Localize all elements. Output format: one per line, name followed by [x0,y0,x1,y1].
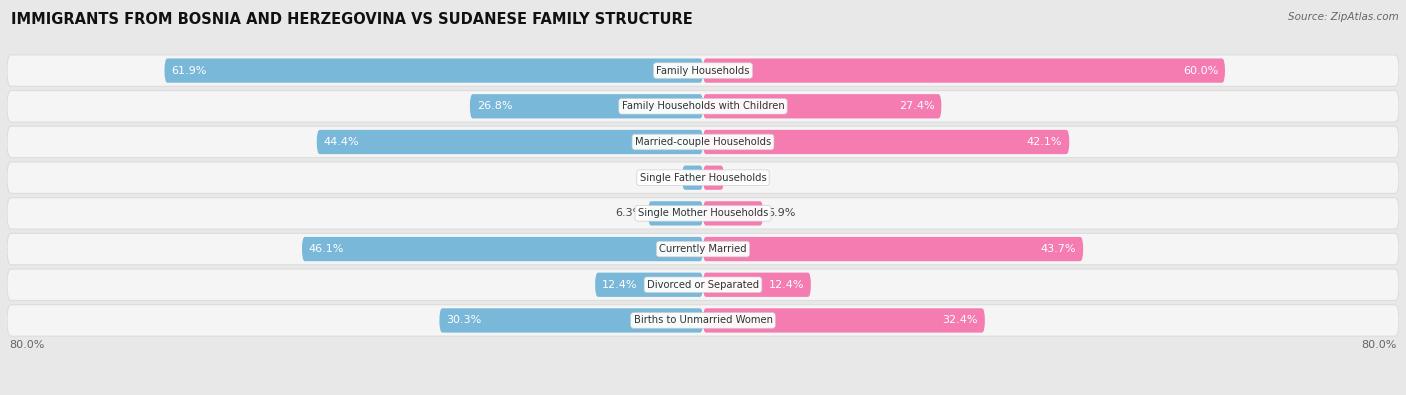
FancyBboxPatch shape [302,237,703,261]
Text: 32.4%: 32.4% [942,316,979,325]
FancyBboxPatch shape [703,94,942,118]
Text: 6.3%: 6.3% [616,209,644,218]
FancyBboxPatch shape [470,94,703,118]
FancyBboxPatch shape [682,166,703,190]
Text: 6.9%: 6.9% [768,209,796,218]
FancyBboxPatch shape [595,273,703,297]
Text: IMMIGRANTS FROM BOSNIA AND HERZEGOVINA VS SUDANESE FAMILY STRUCTURE: IMMIGRANTS FROM BOSNIA AND HERZEGOVINA V… [11,12,693,27]
Text: Married-couple Households: Married-couple Households [636,137,770,147]
FancyBboxPatch shape [440,308,703,333]
Text: Family Households: Family Households [657,66,749,75]
Text: Single Father Households: Single Father Households [640,173,766,182]
FancyBboxPatch shape [7,269,1399,301]
Text: 61.9%: 61.9% [172,66,207,75]
FancyBboxPatch shape [703,237,1083,261]
Text: 80.0%: 80.0% [1361,340,1396,350]
FancyBboxPatch shape [7,233,1399,265]
Text: 43.7%: 43.7% [1040,244,1076,254]
Text: 60.0%: 60.0% [1182,66,1218,75]
Text: Divorced or Separated: Divorced or Separated [647,280,759,290]
FancyBboxPatch shape [7,126,1399,158]
Text: Births to Unmarried Women: Births to Unmarried Women [634,316,772,325]
FancyBboxPatch shape [648,201,703,226]
FancyBboxPatch shape [703,308,984,333]
Text: 46.1%: 46.1% [309,244,344,254]
Text: 30.3%: 30.3% [446,316,482,325]
Text: 2.4%: 2.4% [728,173,756,182]
FancyBboxPatch shape [7,162,1399,194]
FancyBboxPatch shape [7,55,1399,86]
FancyBboxPatch shape [703,273,811,297]
Text: Family Households with Children: Family Households with Children [621,101,785,111]
Text: Currently Married: Currently Married [659,244,747,254]
FancyBboxPatch shape [316,130,703,154]
Text: 80.0%: 80.0% [10,340,45,350]
Text: Source: ZipAtlas.com: Source: ZipAtlas.com [1288,12,1399,22]
Text: 12.4%: 12.4% [602,280,637,290]
FancyBboxPatch shape [703,58,1225,83]
FancyBboxPatch shape [7,90,1399,122]
Text: Single Mother Households: Single Mother Households [638,209,768,218]
Text: 42.1%: 42.1% [1026,137,1063,147]
Text: 44.4%: 44.4% [323,137,360,147]
Text: 27.4%: 27.4% [898,101,935,111]
Text: 26.8%: 26.8% [477,101,512,111]
FancyBboxPatch shape [165,58,703,83]
FancyBboxPatch shape [703,130,1069,154]
Text: 2.4%: 2.4% [650,173,678,182]
FancyBboxPatch shape [703,166,724,190]
FancyBboxPatch shape [7,198,1399,229]
Text: 12.4%: 12.4% [769,280,804,290]
FancyBboxPatch shape [703,201,763,226]
FancyBboxPatch shape [7,305,1399,336]
